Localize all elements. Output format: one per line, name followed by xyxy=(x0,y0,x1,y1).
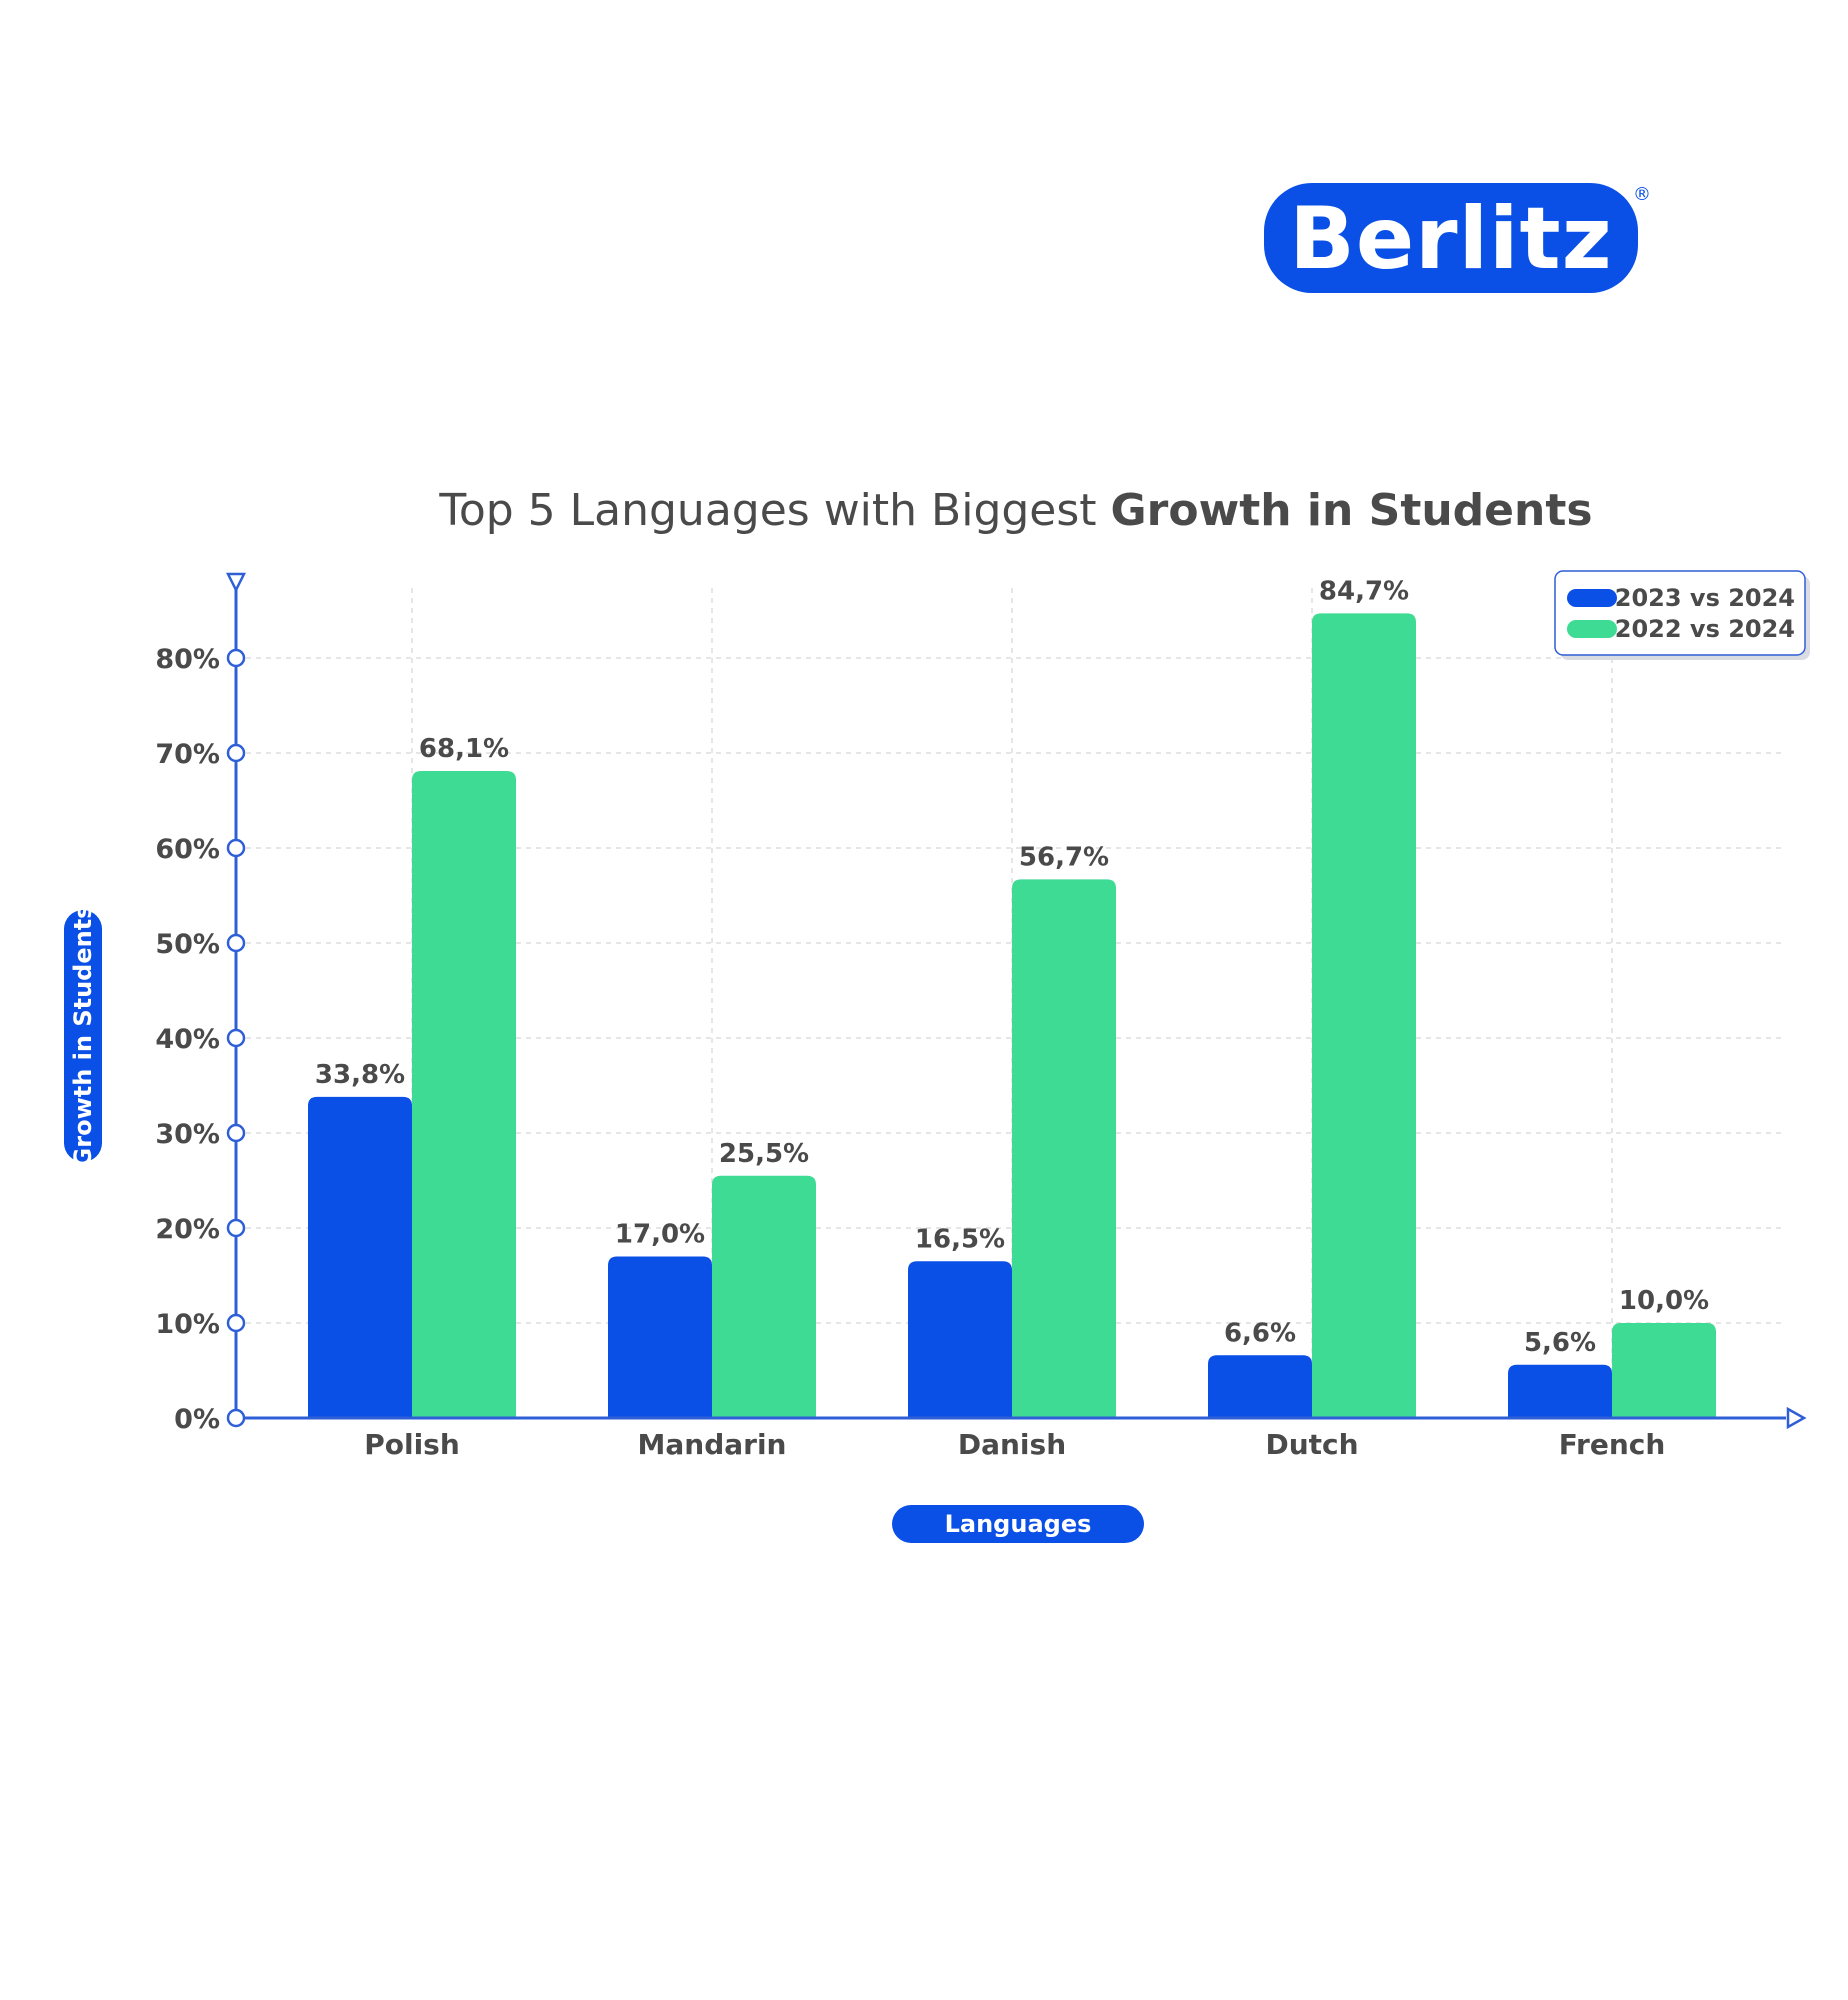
y-tick-label-80: 80% xyxy=(155,644,220,675)
bar-french-2022-vs-2024 xyxy=(1612,1323,1716,1418)
y-tick-label-60: 60% xyxy=(155,834,220,865)
bar-mandarin-2022-vs-2024 xyxy=(712,1175,816,1418)
y-tick-marker-10 xyxy=(226,1313,246,1333)
y-axis-label: Growth in Students xyxy=(64,905,102,1168)
registered-mark: ® xyxy=(1633,184,1651,205)
bar-danish-2022-vs-2024 xyxy=(1012,879,1116,1418)
x-axis-arrow-icon xyxy=(1786,1406,1807,1430)
value-label-french-2023-vs-2024: 5,6% xyxy=(1524,1328,1596,1358)
legend-box xyxy=(1554,570,1806,656)
bar-mandarin-2023-vs-2024 xyxy=(608,1256,712,1418)
bars xyxy=(308,613,1716,1418)
x-axis-label-pill xyxy=(892,1505,1144,1543)
value-label-dutch-2022-vs-2024: 84,7% xyxy=(1319,576,1409,606)
y-axis-label-text: Growth in Students xyxy=(69,905,97,1168)
value-label-polish-2023-vs-2024: 33,8% xyxy=(315,1060,405,1090)
legend: 2023 vs 2024 2022 vs 2024 xyxy=(1554,570,1810,660)
value-label-mandarin-2023-vs-2024: 17,0% xyxy=(615,1220,705,1250)
bar-french-2023-vs-2024 xyxy=(1508,1364,1612,1418)
value-labels: 33,8% 17,0% 16,5% 6,6% 5,6% 68,1% 25,5% 56,7% 84… xyxy=(315,576,1709,1357)
y-tick-marker-0 xyxy=(226,1408,246,1428)
y-tick-label-50: 50% xyxy=(155,929,220,960)
chart-title-bold: Growth in Students xyxy=(1111,485,1593,536)
y-ticks: 0% 10% 20% 30% 40% 50% 60% 70% 80% xyxy=(155,644,246,1435)
y-tick-label-0: 0% xyxy=(174,1404,220,1435)
value-label-danish-2023-vs-2024: 16,5% xyxy=(915,1224,1005,1254)
value-label-danish-2022-vs-2024: 56,7% xyxy=(1019,842,1109,872)
y-tick-marker-50 xyxy=(226,933,246,953)
value-label-polish-2022-vs-2024: 68,1% xyxy=(419,734,509,764)
category-label-polish: Polish xyxy=(364,1428,460,1461)
y-tick-marker-30 xyxy=(226,1123,246,1143)
chart-title-regular: Top 5 Languages with Biggest xyxy=(438,485,1110,536)
legend-label-2022-vs-2024: 2022 vs 2024 xyxy=(1615,615,1795,643)
gridlines xyxy=(236,588,1786,1418)
bar-dutch-2023-vs-2024 xyxy=(1208,1355,1312,1418)
y-tick-label-30: 30% xyxy=(155,1119,220,1150)
y-tick-marker-70 xyxy=(226,743,246,763)
value-label-french-2022-vs-2024: 10,0% xyxy=(1619,1286,1709,1316)
category-labels: Polish Mandarin Danish Dutch French xyxy=(364,1428,1665,1461)
logo-badge xyxy=(1264,183,1638,293)
y-axis-label-pill xyxy=(64,910,102,1162)
category-label-french: French xyxy=(1559,1428,1666,1461)
bar-polish-2022-vs-2024 xyxy=(412,771,516,1418)
category-label-mandarin: Mandarin xyxy=(638,1428,787,1461)
y-tick-label-10: 10% xyxy=(155,1309,220,1340)
category-label-dutch: Dutch xyxy=(1265,1428,1358,1461)
logo-wordmark: Berlitz xyxy=(1289,189,1612,289)
y-tick-marker-40 xyxy=(226,1028,246,1048)
bar-polish-2023-vs-2024 xyxy=(308,1096,412,1418)
y-tick-marker-80 xyxy=(226,648,246,668)
value-label-mandarin-2022-vs-2024: 25,5% xyxy=(719,1139,809,1169)
y-tick-label-20: 20% xyxy=(155,1214,220,1245)
x-axis-label: Languages xyxy=(892,1505,1144,1543)
legend-label-2023-vs-2024: 2023 vs 2024 xyxy=(1615,584,1795,612)
chart-title: Top 5 Languages with Biggest Growth in S… xyxy=(438,485,1592,536)
value-label-dutch-2023-vs-2024: 6,6% xyxy=(1224,1318,1296,1348)
axes xyxy=(225,572,1807,1430)
legend-swatch-2022-vs-2024 xyxy=(1567,620,1617,638)
y-tick-marker-60 xyxy=(226,838,246,858)
y-tick-label-40: 40% xyxy=(155,1024,220,1055)
y-tick-marker-20 xyxy=(226,1218,246,1238)
legend-swatch-2023-vs-2024 xyxy=(1567,589,1617,607)
y-axis-arrow-icon xyxy=(225,572,247,593)
bar-danish-2023-vs-2024 xyxy=(908,1261,1012,1418)
berlitz-logo: Berlitz ® xyxy=(1264,183,1651,293)
bar-dutch-2022-vs-2024 xyxy=(1312,613,1416,1418)
y-tick-label-70: 70% xyxy=(155,739,220,770)
x-axis-label-text: Languages xyxy=(945,1510,1092,1538)
category-label-danish: Danish xyxy=(958,1428,1066,1461)
